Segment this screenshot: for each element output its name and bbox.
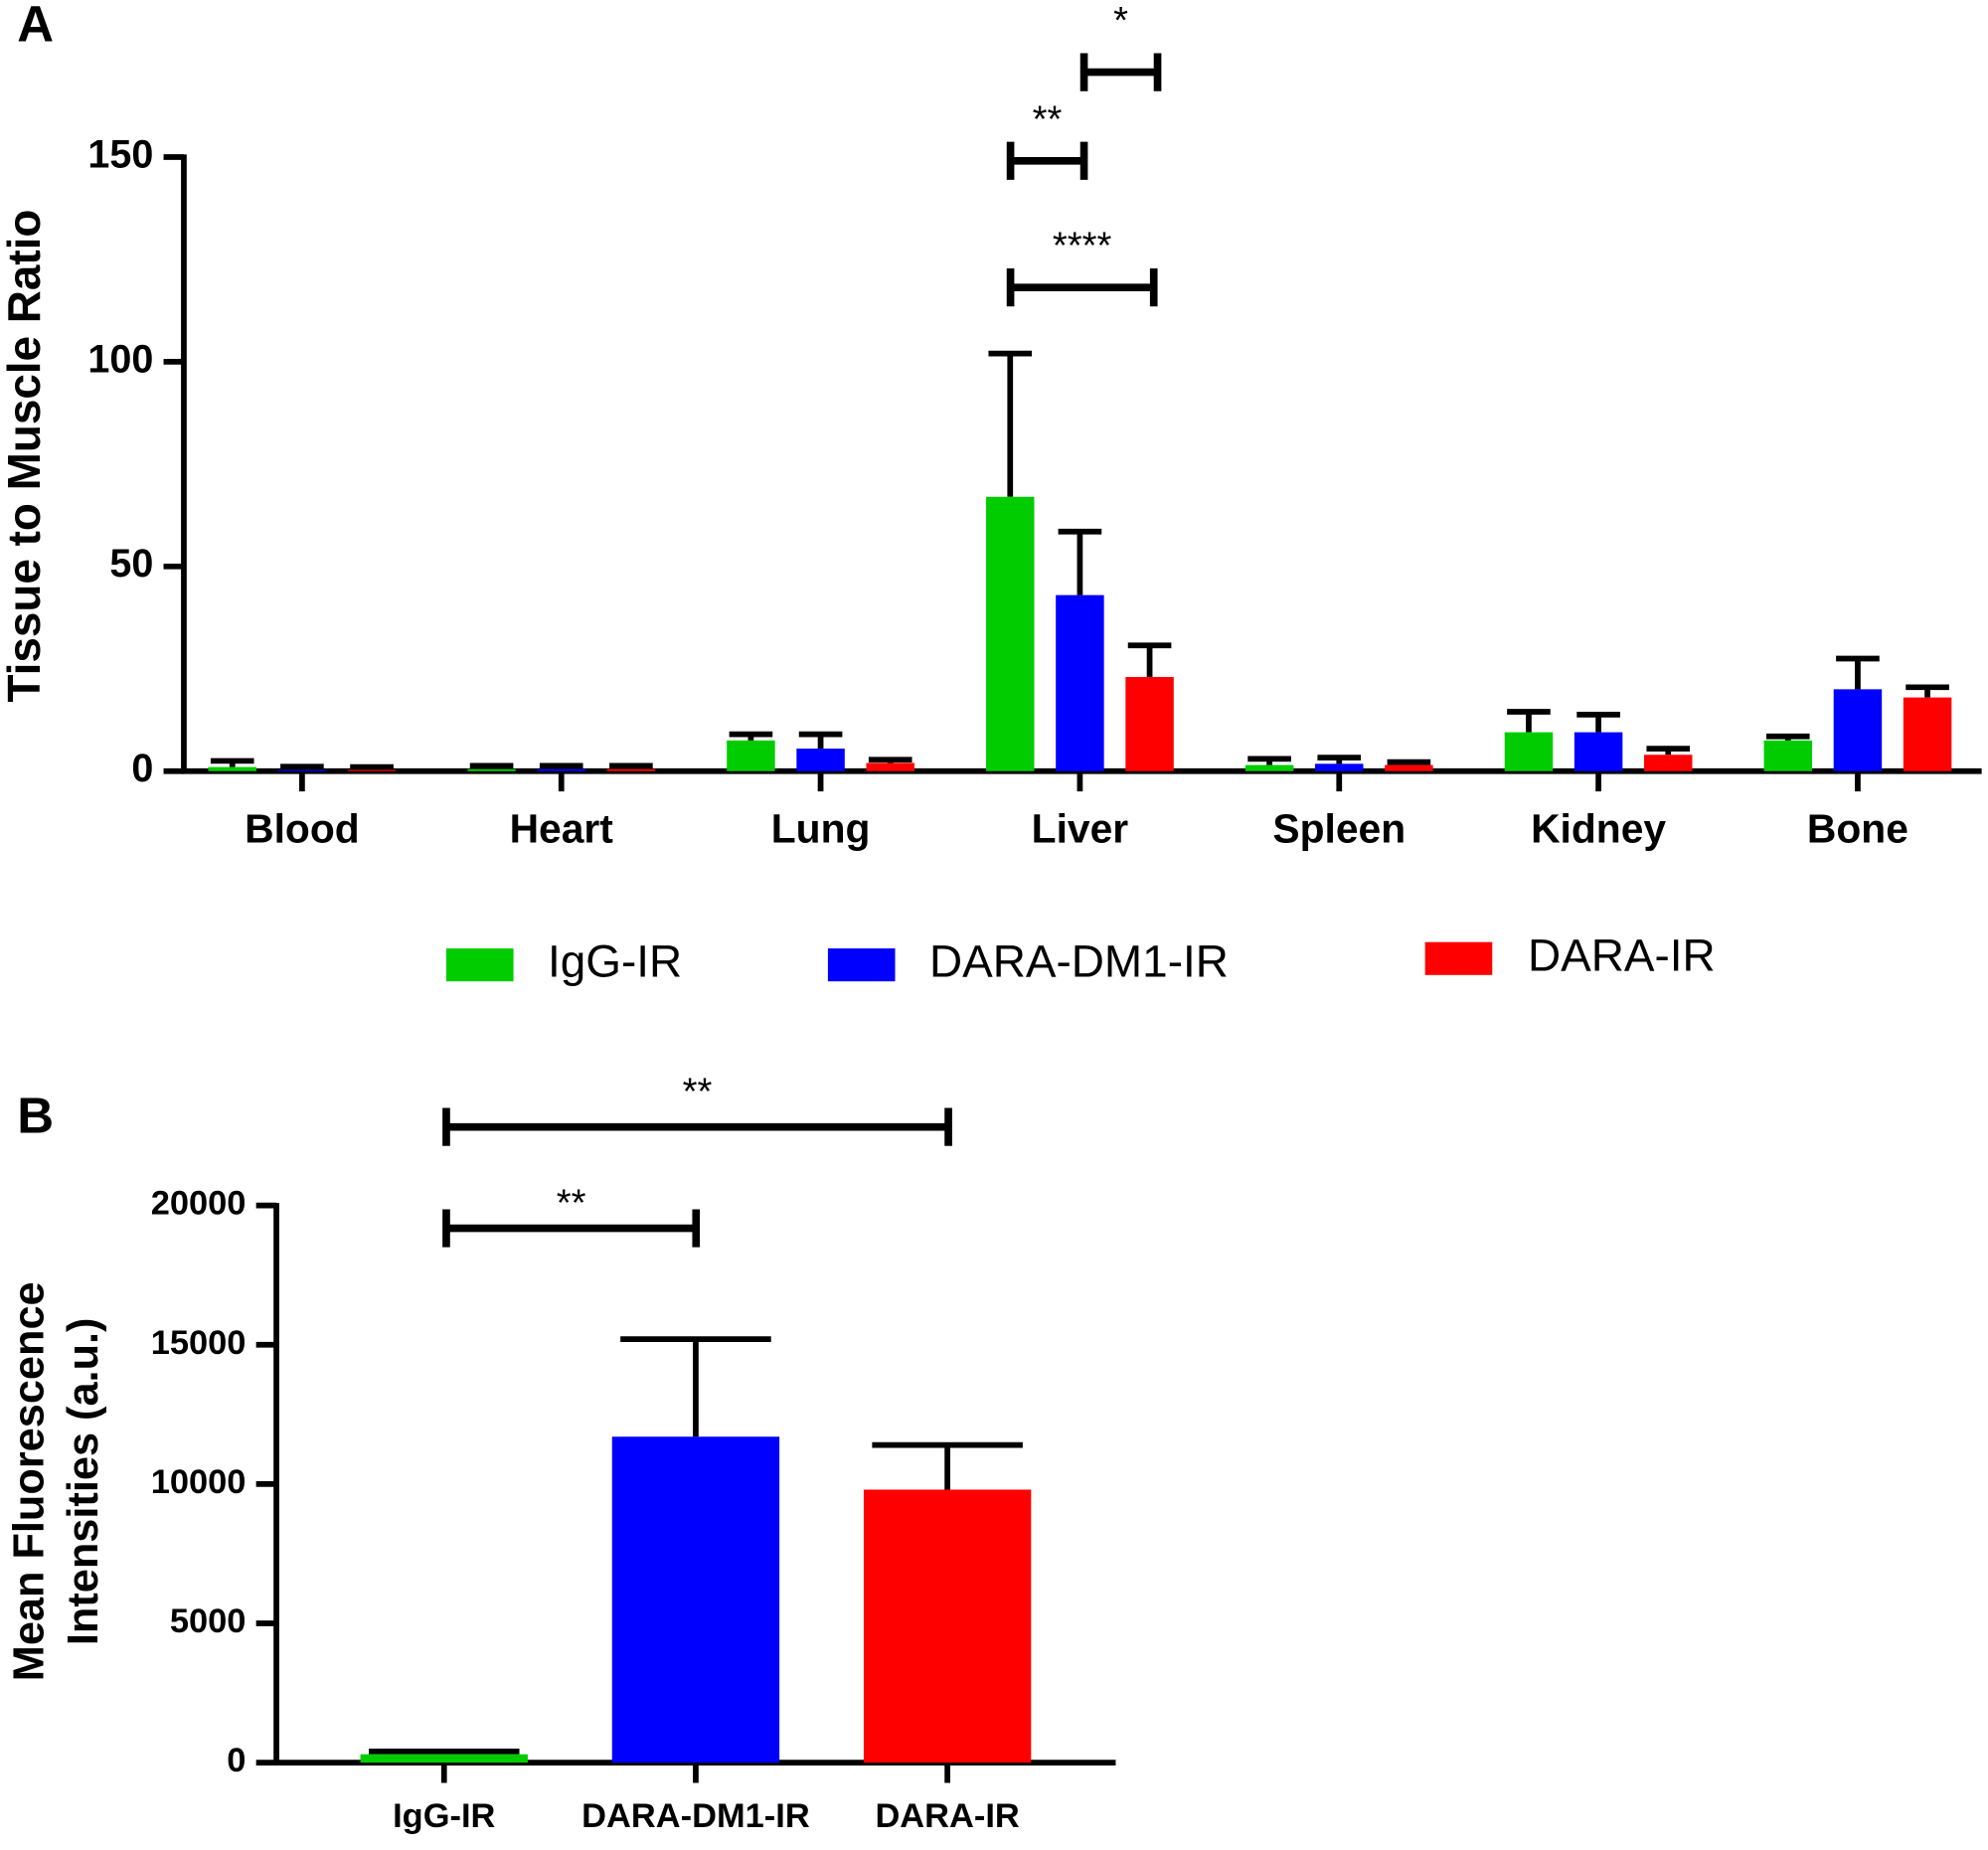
x-tick-label: DARA-DM1-IR — [581, 1797, 810, 1835]
significance-bracket — [442, 1209, 701, 1248]
bar — [796, 749, 845, 771]
bar — [1903, 697, 1952, 771]
y-tick-label: 20000 — [151, 1185, 247, 1223]
error-bar — [368, 1749, 520, 1755]
error-bar — [1387, 758, 1431, 765]
significance-label: * — [1113, 0, 1128, 42]
bar — [986, 496, 1035, 771]
bar — [866, 762, 914, 771]
error-bar — [798, 731, 843, 750]
bar — [606, 768, 656, 771]
legend-swatch — [1424, 941, 1493, 975]
error-bar — [1576, 712, 1620, 733]
error-bar — [1765, 733, 1810, 741]
error-bar — [210, 757, 254, 767]
error-bar — [1507, 709, 1551, 733]
significance-label: ** — [683, 1071, 713, 1113]
bar — [360, 1754, 528, 1764]
error-bar — [988, 350, 1033, 497]
error-bar — [729, 731, 773, 741]
panel-label: B — [17, 1088, 54, 1144]
y-tick-label: 0 — [227, 1742, 246, 1779]
y-tick-label: 50 — [109, 542, 153, 586]
significance-bracket — [1006, 268, 1158, 307]
bar — [1315, 763, 1364, 771]
y-axis-title: Intensities (a.u.) — [60, 1318, 107, 1646]
error-bar — [280, 763, 324, 770]
significance-label: ** — [1033, 97, 1063, 140]
y-tick-label: 10000 — [151, 1463, 247, 1501]
significance-bracket — [1006, 141, 1088, 180]
y-tick-label: 100 — [87, 337, 153, 381]
bar — [727, 740, 775, 771]
bar — [537, 768, 585, 771]
error-bar — [1836, 655, 1880, 690]
legend-swatch — [827, 948, 896, 982]
legend-label: DARA-IR — [1528, 928, 1716, 980]
error-bar — [1127, 642, 1172, 678]
x-tick-label: Lung — [771, 806, 871, 852]
error-bar — [1058, 528, 1102, 595]
bar — [1385, 764, 1433, 771]
bar — [1504, 732, 1554, 771]
y-tick-label: 15000 — [151, 1324, 247, 1362]
y-tick-label: 5000 — [170, 1602, 247, 1640]
y-tick-label: 150 — [87, 132, 153, 176]
bar — [1574, 732, 1623, 771]
error-bar — [872, 1441, 1023, 1490]
bar — [467, 768, 516, 771]
legend-label: DARA-DM1-IR — [929, 935, 1229, 987]
error-bar — [350, 763, 394, 770]
bar — [347, 769, 397, 771]
panel-label: A — [17, 0, 54, 52]
x-tick-label: Blood — [245, 806, 360, 852]
error-bar — [1247, 756, 1291, 765]
error-bar — [620, 1336, 771, 1437]
bar — [1244, 764, 1294, 771]
bar — [1644, 755, 1693, 771]
bar — [277, 769, 327, 771]
bar — [208, 766, 256, 771]
significance-label: **** — [1053, 225, 1112, 267]
bar — [1763, 740, 1813, 771]
bar — [1056, 594, 1104, 771]
x-tick-label: Spleen — [1272, 806, 1406, 852]
legend-label: IgG-IR — [548, 935, 682, 987]
y-tick-label: 0 — [131, 747, 153, 790]
x-tick-label: Kidney — [1531, 806, 1666, 852]
error-bar — [539, 762, 583, 769]
significance-bracket — [442, 1107, 952, 1146]
error-bar — [1317, 755, 1362, 764]
x-tick-label: DARA-IR — [875, 1797, 1020, 1835]
x-tick-label: Bone — [1807, 806, 1908, 852]
y-axis-title: Tissue to Muscle Ratio — [0, 210, 50, 703]
legend-swatch — [445, 948, 514, 982]
bar — [1833, 689, 1883, 771]
error-bar — [469, 762, 514, 769]
error-bar — [609, 762, 653, 769]
x-tick-label: IgG-IR — [393, 1797, 495, 1835]
error-bar — [868, 757, 912, 763]
error-bar — [1905, 684, 1949, 698]
bar — [611, 1436, 780, 1764]
bar — [1125, 677, 1174, 771]
significance-bracket — [1079, 53, 1162, 91]
x-tick-label: Liver — [1032, 806, 1129, 852]
y-axis-title: Mean Fluorescence — [5, 1281, 53, 1681]
error-bar — [1646, 746, 1691, 756]
bar — [863, 1489, 1032, 1764]
x-tick-label: Heart — [510, 806, 614, 852]
significance-label: ** — [557, 1182, 586, 1225]
